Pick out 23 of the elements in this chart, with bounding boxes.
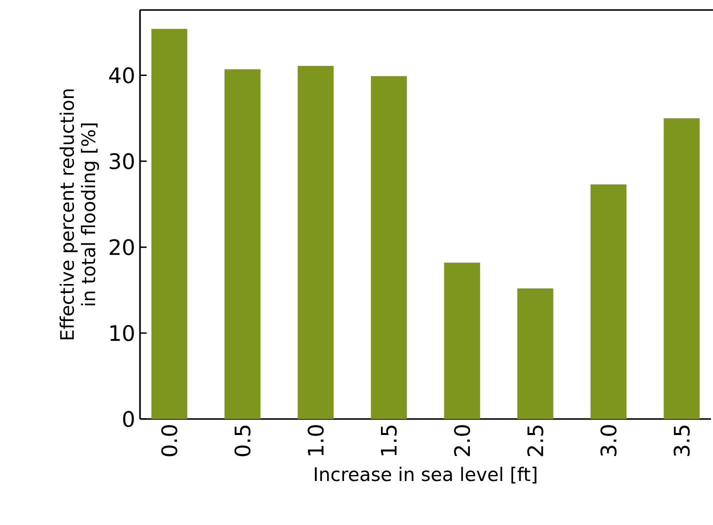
y-tick-label: 30: [110, 153, 134, 170]
y-tick-label: 20: [110, 239, 134, 256]
x-tick-label: 2.0: [454, 425, 470, 456]
bar: [370, 76, 407, 419]
y-tick-label: 40: [109, 67, 134, 84]
y-axis-title: Effective percent reduction in total flooding [%]: [60, 89, 99, 340]
bar: [151, 28, 188, 419]
bar: [444, 262, 480, 419]
x-tick-label: 1.0: [308, 425, 324, 456]
x-tick-label: 3.0: [600, 425, 617, 456]
x-tick-label: 0.0: [161, 425, 178, 456]
x-tick-label: 2.5: [527, 426, 544, 456]
x-tick-label: 0.5: [234, 426, 251, 456]
y-tick-label: 0: [123, 410, 134, 428]
x-tick-label: 3.5: [674, 426, 690, 456]
bar: [224, 69, 260, 419]
bar: [590, 184, 627, 419]
x-tick-label: 1.5: [380, 426, 397, 456]
x-axis-title: Increase in sea level [ft]: [314, 466, 536, 484]
bar: [298, 66, 334, 419]
bar: [517, 288, 554, 419]
y-tick-label: 10: [110, 325, 134, 342]
bar: [664, 118, 700, 419]
